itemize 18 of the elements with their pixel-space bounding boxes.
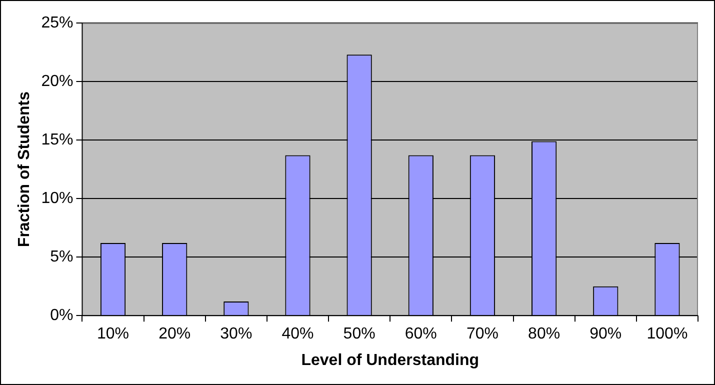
y-tick-label: 20% <box>41 72 74 90</box>
x-tick-label: 100% <box>646 326 688 343</box>
x-tick-label: 30% <box>220 326 252 343</box>
y-axis-title: Fraction of Students <box>16 91 34 248</box>
y-tick-label: 10% <box>41 190 74 207</box>
x-tick-label: 10% <box>96 326 130 343</box>
y-tick-label: 5% <box>50 248 74 266</box>
y-tick-label: 0% <box>50 307 74 324</box>
x-tick-label: 60% <box>404 326 437 343</box>
y-tick-label: 25% <box>41 14 74 32</box>
y-tick-label: 15% <box>41 131 74 148</box>
x-tick-label: 20% <box>158 326 191 343</box>
x-tick-label: 80% <box>528 326 560 343</box>
x-tick-label: 90% <box>590 326 622 343</box>
x-tick-label: 50% <box>343 326 376 343</box>
x-tick-label: 70% <box>466 326 498 343</box>
x-axis-title: Level of Understanding <box>301 352 480 369</box>
x-tick-label: 40% <box>282 326 314 343</box>
